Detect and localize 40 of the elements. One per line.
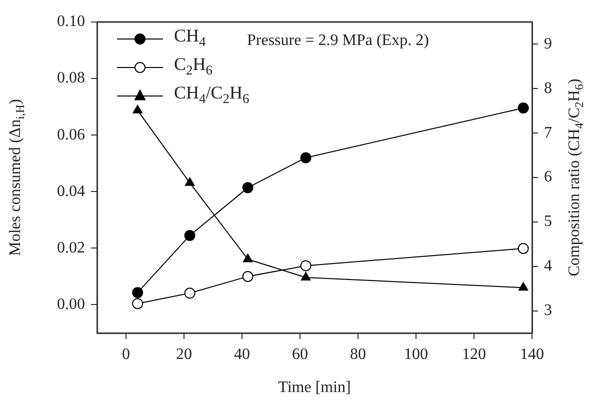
y-axis-title: Moles consumed (Δni,H) bbox=[7, 99, 27, 256]
y-tick-label: 0.02 bbox=[57, 239, 85, 256]
y-tick-label: 0.08 bbox=[57, 70, 85, 87]
y2-tick-label: 6 bbox=[544, 168, 552, 186]
y2-tick-label: 3 bbox=[544, 302, 552, 319]
y-tick-label: 0.06 bbox=[57, 126, 85, 144]
point bbox=[300, 152, 312, 164]
x-tick-label: 40 bbox=[234, 346, 250, 363]
x-tick-label: 100 bbox=[404, 346, 428, 363]
x-tick-label: 80 bbox=[350, 346, 366, 363]
point bbox=[518, 102, 529, 114]
point bbox=[300, 272, 311, 280]
y-tick-label: 0.04 bbox=[57, 182, 85, 200]
point bbox=[132, 104, 142, 114]
point bbox=[184, 288, 196, 299]
y2-tick-label: 7 bbox=[544, 124, 552, 142]
point bbox=[518, 242, 529, 254]
point bbox=[184, 177, 195, 186]
y2-tick-label: 5 bbox=[544, 213, 552, 230]
x-tick-label: 60 bbox=[292, 346, 308, 363]
point bbox=[242, 254, 253, 262]
annotation: Pressure = 2.9 MPa (Exp. 2) bbox=[247, 32, 429, 50]
y-tick-label: 0.10 bbox=[57, 13, 85, 30]
point bbox=[242, 182, 254, 194]
point bbox=[132, 287, 144, 298]
x-tick-label: 140 bbox=[520, 346, 544, 363]
y2-tick-label: 8 bbox=[544, 80, 552, 97]
y2-tick-label: 4 bbox=[544, 258, 552, 275]
y2-tick-label: 9 bbox=[544, 35, 552, 52]
x-axis-title: Time [min] bbox=[278, 379, 351, 396]
x-tick-label: 20 bbox=[176, 346, 192, 363]
y2-axis-title: Composition ratio (CH4/C2H6) bbox=[566, 78, 586, 276]
x-tick-label: 120 bbox=[462, 346, 486, 363]
point bbox=[300, 260, 312, 272]
point bbox=[242, 270, 254, 282]
y-tick-label: 0.00 bbox=[57, 296, 85, 313]
point bbox=[518, 282, 528, 291]
point bbox=[184, 230, 196, 241]
point bbox=[132, 298, 144, 310]
x-tick-label: 0 bbox=[122, 346, 130, 363]
